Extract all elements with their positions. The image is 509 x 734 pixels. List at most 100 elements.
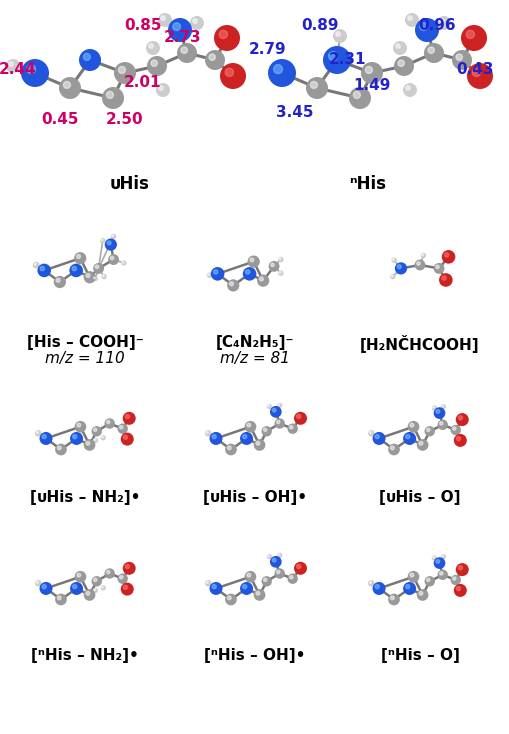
- Circle shape: [37, 264, 51, 277]
- Circle shape: [104, 239, 117, 251]
- Circle shape: [70, 432, 83, 445]
- Circle shape: [156, 83, 169, 97]
- Circle shape: [33, 261, 39, 269]
- Circle shape: [93, 437, 98, 443]
- Circle shape: [229, 282, 233, 286]
- Circle shape: [190, 16, 204, 30]
- Circle shape: [261, 576, 271, 586]
- Circle shape: [440, 404, 445, 409]
- Circle shape: [108, 254, 119, 265]
- Circle shape: [449, 425, 460, 435]
- Circle shape: [102, 275, 104, 277]
- Circle shape: [310, 81, 317, 88]
- Circle shape: [104, 418, 115, 429]
- Circle shape: [245, 270, 249, 274]
- Circle shape: [36, 432, 38, 433]
- Circle shape: [453, 434, 466, 447]
- Circle shape: [110, 233, 116, 239]
- Circle shape: [322, 46, 350, 74]
- Circle shape: [58, 446, 61, 450]
- Circle shape: [26, 65, 36, 73]
- Circle shape: [404, 13, 418, 27]
- Circle shape: [205, 50, 224, 70]
- Circle shape: [395, 44, 400, 48]
- Circle shape: [453, 584, 466, 597]
- Circle shape: [244, 571, 256, 583]
- Circle shape: [123, 412, 135, 425]
- Circle shape: [86, 592, 90, 595]
- Circle shape: [402, 582, 415, 595]
- Circle shape: [455, 563, 468, 576]
- Circle shape: [460, 25, 486, 51]
- Circle shape: [74, 421, 86, 432]
- Circle shape: [93, 277, 95, 279]
- Circle shape: [227, 596, 231, 600]
- Text: ⁿHis: ⁿHis: [349, 175, 386, 193]
- Circle shape: [119, 575, 123, 579]
- Circle shape: [455, 54, 462, 60]
- Circle shape: [402, 432, 415, 445]
- Circle shape: [391, 258, 396, 263]
- Text: [His – COOH]⁻: [His – COOH]⁻: [26, 335, 143, 350]
- Circle shape: [158, 13, 172, 27]
- Circle shape: [101, 239, 103, 241]
- Text: m/z = 110: m/z = 110: [45, 351, 125, 366]
- Circle shape: [353, 92, 360, 98]
- Circle shape: [158, 86, 163, 90]
- Circle shape: [240, 582, 252, 595]
- Circle shape: [272, 408, 275, 412]
- Circle shape: [390, 446, 393, 450]
- Circle shape: [72, 584, 77, 589]
- Circle shape: [375, 435, 379, 439]
- Circle shape: [91, 426, 102, 437]
- Circle shape: [372, 582, 385, 595]
- Circle shape: [416, 589, 428, 601]
- Circle shape: [444, 252, 448, 257]
- Text: [ⁿHis – O]: [ⁿHis – O]: [380, 648, 459, 663]
- Circle shape: [328, 51, 337, 61]
- Circle shape: [289, 426, 292, 429]
- Circle shape: [418, 441, 422, 446]
- Circle shape: [458, 415, 462, 420]
- Circle shape: [253, 439, 265, 451]
- Circle shape: [278, 272, 280, 273]
- Text: 1.49: 1.49: [353, 78, 390, 93]
- Circle shape: [53, 276, 66, 288]
- Circle shape: [375, 584, 379, 589]
- Circle shape: [261, 426, 271, 437]
- Circle shape: [55, 443, 67, 455]
- Circle shape: [435, 410, 439, 413]
- Circle shape: [426, 428, 429, 432]
- Circle shape: [74, 571, 86, 583]
- Circle shape: [423, 43, 443, 63]
- Circle shape: [119, 426, 123, 429]
- Circle shape: [122, 261, 124, 263]
- Circle shape: [437, 570, 447, 580]
- Circle shape: [394, 262, 406, 275]
- Circle shape: [36, 581, 38, 584]
- Circle shape: [123, 435, 127, 440]
- Circle shape: [214, 25, 240, 51]
- Circle shape: [93, 588, 98, 593]
- Circle shape: [293, 412, 306, 425]
- Circle shape: [452, 577, 455, 580]
- Circle shape: [224, 443, 236, 455]
- Circle shape: [177, 43, 196, 63]
- Circle shape: [441, 250, 455, 264]
- Text: m/z = 81: m/z = 81: [219, 351, 290, 366]
- Circle shape: [407, 421, 418, 432]
- Circle shape: [335, 32, 340, 36]
- Circle shape: [372, 432, 385, 445]
- Circle shape: [268, 261, 279, 272]
- Circle shape: [56, 278, 60, 283]
- Circle shape: [266, 554, 271, 559]
- Circle shape: [246, 573, 250, 577]
- Circle shape: [39, 582, 52, 595]
- Circle shape: [257, 275, 269, 287]
- Circle shape: [86, 441, 90, 446]
- Circle shape: [100, 585, 105, 590]
- Circle shape: [409, 573, 413, 577]
- Circle shape: [146, 41, 160, 55]
- Circle shape: [209, 432, 222, 445]
- Circle shape: [296, 415, 300, 418]
